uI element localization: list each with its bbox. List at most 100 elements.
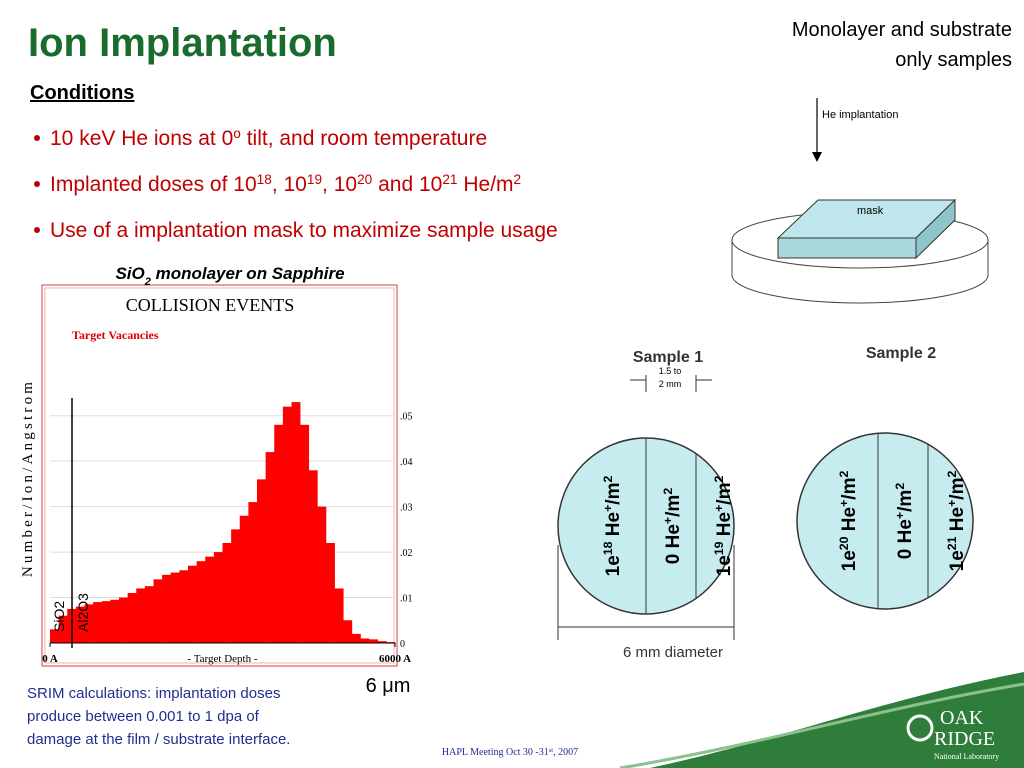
stripe-label: 1e18 He+/m2 xyxy=(601,476,624,577)
superscript: 20 xyxy=(357,172,373,187)
text-run: 1e xyxy=(839,550,860,571)
text-run: tilt, and room temperature xyxy=(241,127,487,150)
histogram-bar xyxy=(317,506,327,643)
histogram-bar xyxy=(119,597,128,643)
chart-caption: SiO2 monolayer on Sapphire xyxy=(115,264,344,288)
superscript: + xyxy=(893,512,907,519)
text-run: , 2007 xyxy=(553,747,578,758)
histogram-bar xyxy=(377,641,387,643)
text-run: /m xyxy=(714,483,735,505)
x-axis-label: - Target Depth - xyxy=(188,653,258,665)
y-tick-label: .02 xyxy=(400,548,413,559)
histogram-bar xyxy=(257,479,266,643)
text-run: monolayer on Sapphire xyxy=(151,264,345,283)
beam-label: He implantation xyxy=(822,109,898,121)
bullet xyxy=(34,181,40,187)
superscript: 18 xyxy=(257,172,272,187)
histogram-bar xyxy=(291,402,301,643)
text-run: 0 He xyxy=(663,524,684,564)
bullet xyxy=(34,135,40,141)
chart-title: COLLISION EVENTS xyxy=(126,295,295,315)
histogram-bar xyxy=(144,586,154,643)
histogram-bar xyxy=(196,561,206,643)
histogram-bar xyxy=(93,602,103,643)
text-run: He xyxy=(947,507,968,537)
histogram-bar xyxy=(75,606,85,643)
scale-label: 6 μm xyxy=(366,675,411,697)
sample-title: Sample 1 xyxy=(633,349,703,366)
text-run: /m xyxy=(895,490,916,512)
histogram-bar xyxy=(101,601,111,643)
histogram-bar xyxy=(265,452,275,643)
bullet xyxy=(34,227,40,233)
meeting-label: HAPL Meeting Oct 30 -31st, 2007 xyxy=(442,747,578,759)
subscript: 2 xyxy=(144,276,152,288)
spacing-label: 1.5 to xyxy=(659,366,682,376)
superscript: + xyxy=(837,500,851,507)
text-run: , 10 xyxy=(322,173,357,196)
superscript: + xyxy=(661,517,675,524)
histogram-bar xyxy=(300,424,310,643)
text-run: 0 He xyxy=(895,519,916,559)
stripe-label: 1e19 He+/m2 xyxy=(712,476,735,577)
text-run: SiO xyxy=(115,264,144,283)
mask-front xyxy=(777,237,917,259)
text-run: He xyxy=(603,512,624,542)
y-tick-label: 0 xyxy=(400,639,405,650)
mask-label: mask xyxy=(857,205,884,217)
text-run: , 10 xyxy=(272,173,307,196)
stripe-label: 1e21 He+/m2 xyxy=(945,471,968,572)
text-run: 10 keV He ions at 0 xyxy=(50,127,233,150)
text-run: /m xyxy=(947,478,968,500)
logo-text: RIDGE xyxy=(934,728,995,750)
logo-text: OAK xyxy=(940,707,984,729)
legend-label: Target Vacancies xyxy=(72,328,159,342)
logo-text: National Laboratory xyxy=(934,752,999,761)
histogram-bar xyxy=(239,515,249,643)
superscript: + xyxy=(712,505,726,512)
text-run: 1e xyxy=(603,555,624,576)
histogram-bar xyxy=(50,629,59,643)
histogram-bar xyxy=(274,424,284,643)
histogram-bar xyxy=(369,639,379,643)
text-run: 1e xyxy=(714,555,735,576)
histogram-bar xyxy=(205,556,215,643)
superscript: + xyxy=(601,505,615,512)
note-line: Monolayer and substrate xyxy=(792,19,1012,41)
srim-note: produce between 0.001 to 1 dpa of xyxy=(27,708,260,725)
dimension-label: 6 mm diameter xyxy=(623,644,723,661)
histogram-bar xyxy=(188,565,197,643)
sample-title: Sample 2 xyxy=(866,345,936,362)
srim-note: damage at the film / substrate interface… xyxy=(27,731,290,748)
y-tick-label: .03 xyxy=(400,503,413,514)
beam-arrowhead xyxy=(812,152,822,162)
histogram-bar xyxy=(360,638,370,643)
footer-swoosh xyxy=(650,672,1024,768)
y-tick-label: .01 xyxy=(400,594,413,605)
chart-frame-inner xyxy=(44,287,395,664)
histogram-bar xyxy=(170,572,180,643)
footer-curve xyxy=(619,682,1024,768)
stripe-label: 0 He+/m2 xyxy=(893,483,916,560)
histogram-bar xyxy=(231,529,241,643)
text-run: 1e xyxy=(947,550,968,571)
slide-title: Ion Implantation xyxy=(28,21,337,65)
histogram-bar xyxy=(153,579,163,643)
spacing-label: 2 mm xyxy=(659,379,682,389)
histogram-bar xyxy=(110,599,120,643)
text-run: and 10 xyxy=(372,173,442,196)
bullet-text: 10 keV He ions at 0o tilt, and room temp… xyxy=(50,126,487,151)
y-tick-label: .05 xyxy=(400,412,413,423)
histogram-bar xyxy=(308,470,318,643)
text-run: He xyxy=(839,507,860,537)
sample-disc xyxy=(796,432,974,610)
histogram-bar xyxy=(222,543,232,643)
text-run: Implanted doses of 10 xyxy=(50,173,257,196)
superscript: 18 xyxy=(601,541,615,555)
x-tick-label: 0 A xyxy=(42,653,58,665)
layer-label: Al2O3 xyxy=(75,593,91,632)
histogram-bar xyxy=(179,570,189,643)
superscript: o xyxy=(233,126,241,141)
histogram-bar xyxy=(343,620,353,643)
